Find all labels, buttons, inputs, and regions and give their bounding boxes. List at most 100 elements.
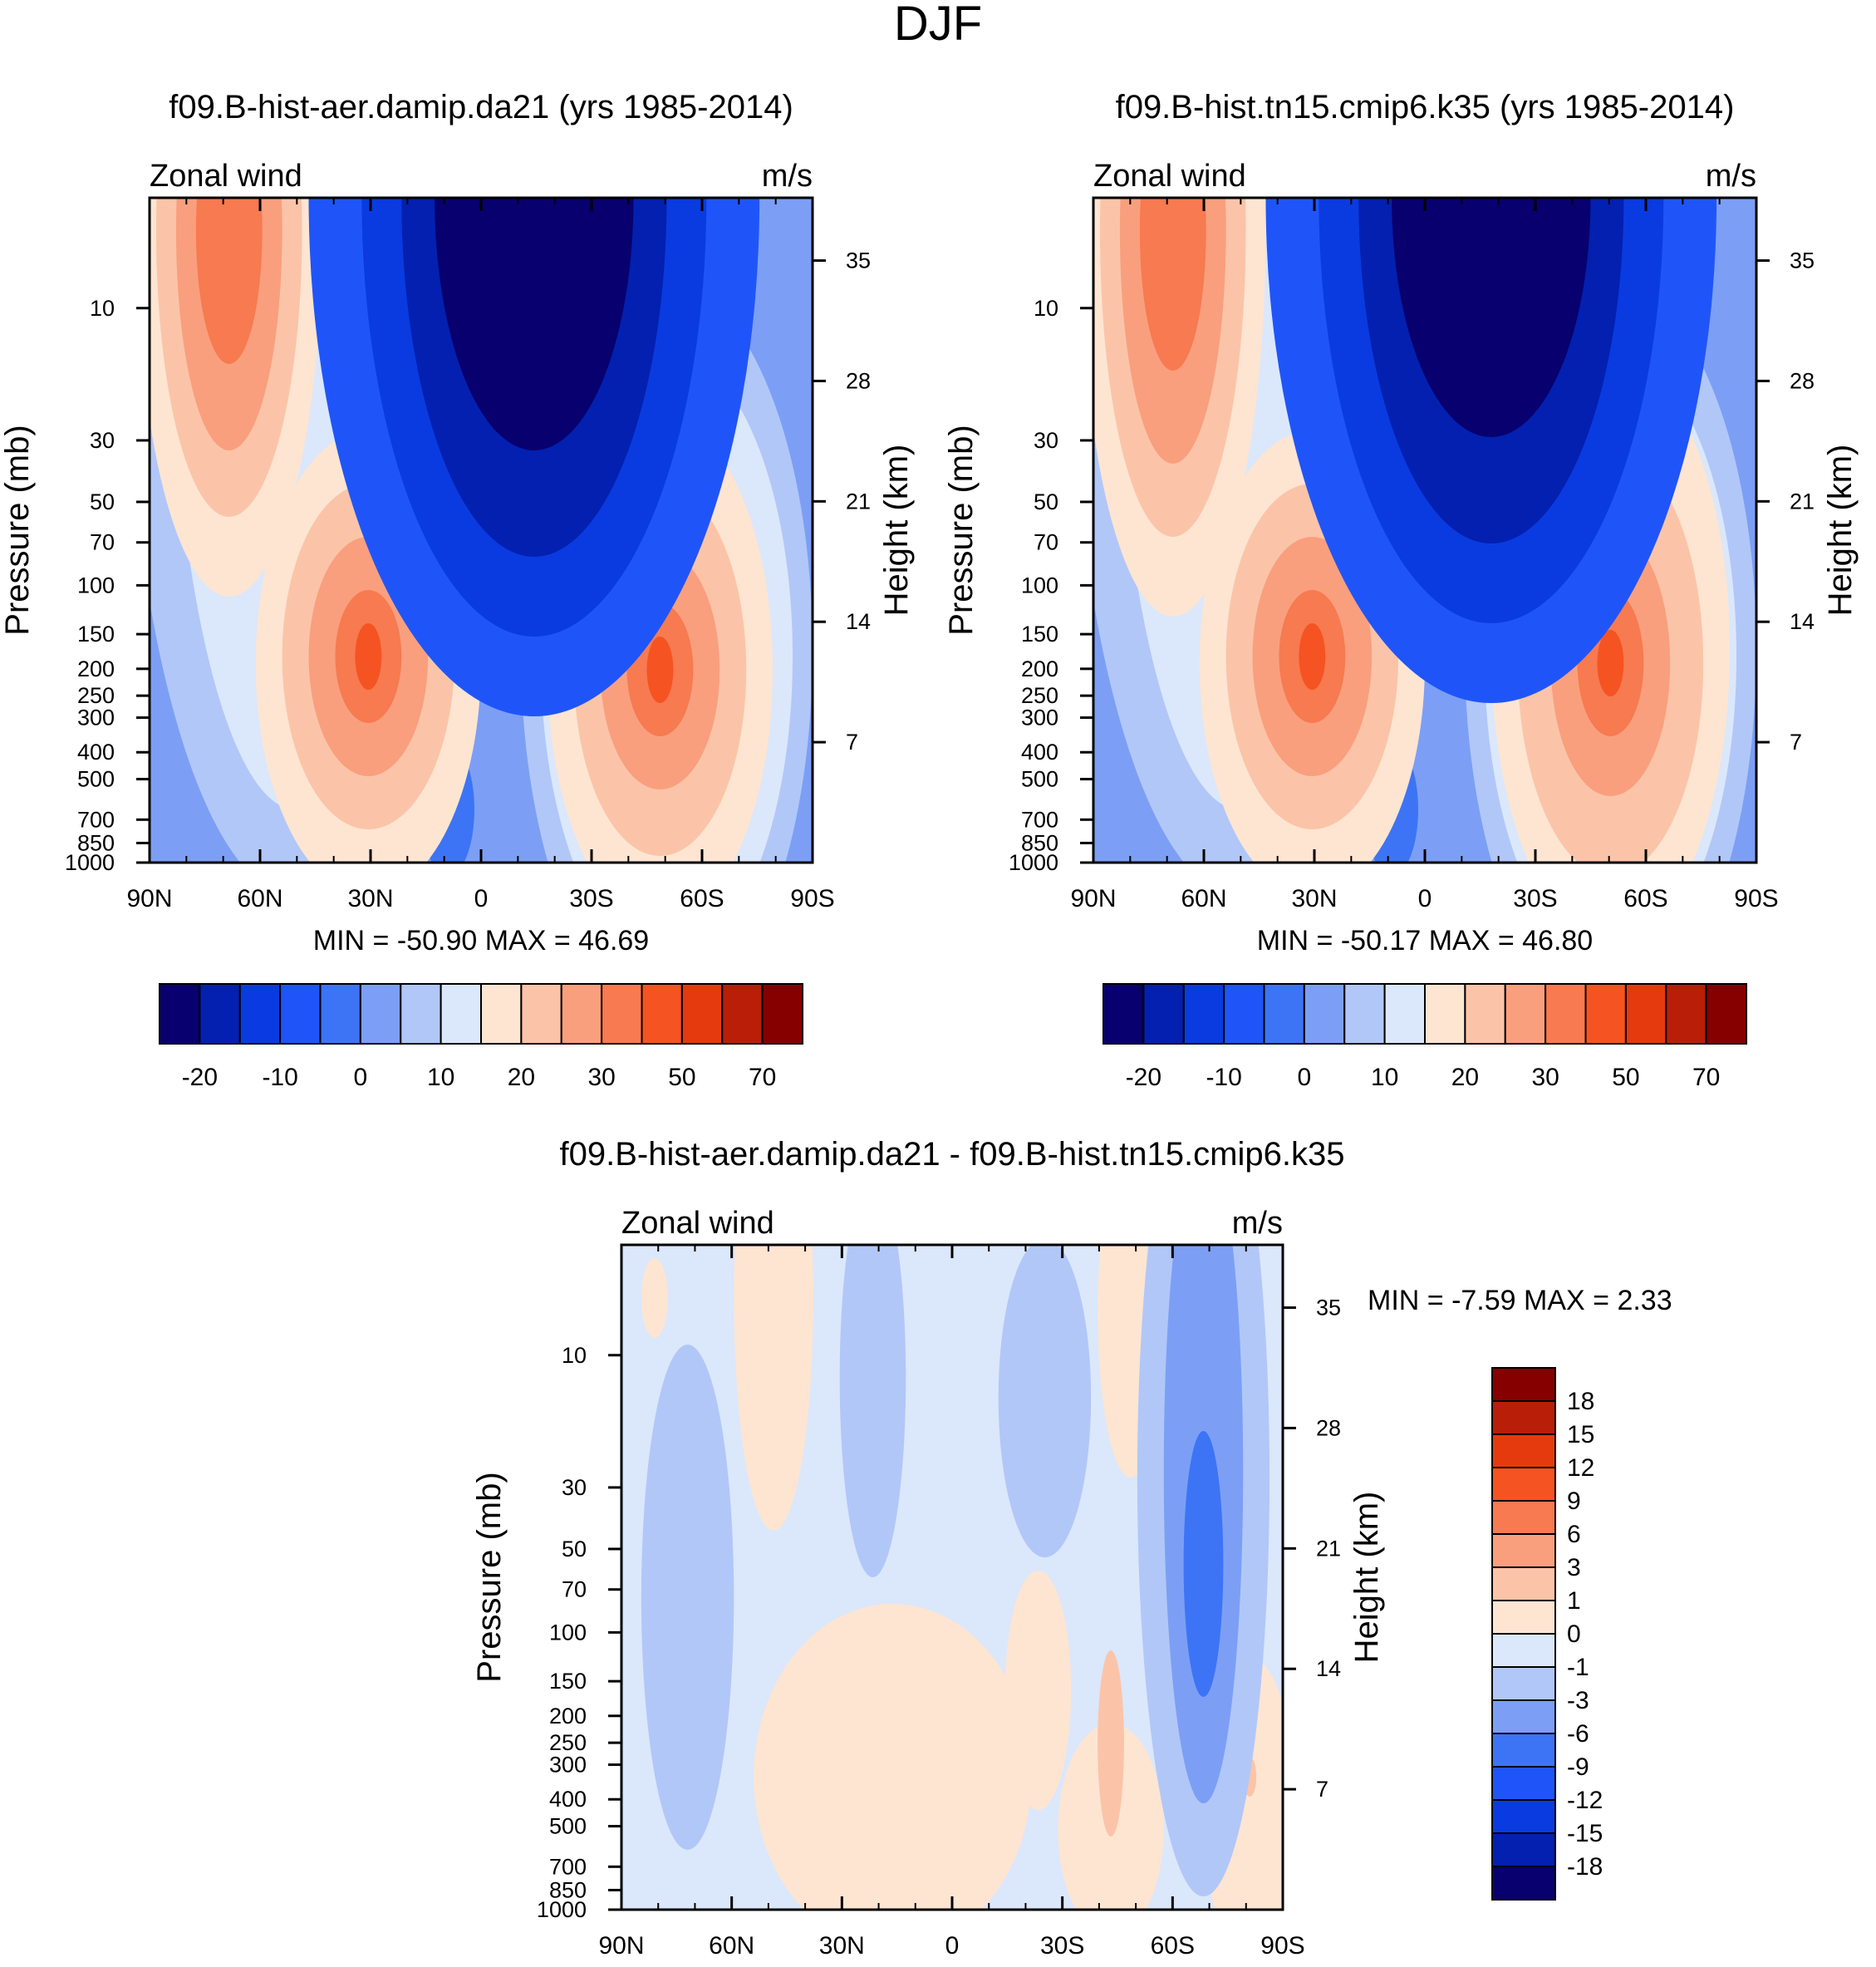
colorbar-box: [1303, 983, 1346, 1045]
colorbar-box: [1491, 1832, 1556, 1867]
colorbar-label: 30: [587, 1064, 615, 1091]
colorbar-label: 30: [1531, 1064, 1559, 1091]
contour-field: [150, 198, 813, 863]
y-tick-label: 200: [1021, 656, 1058, 681]
colorbar-box: [1705, 983, 1747, 1045]
y-tick-label: 100: [549, 1620, 587, 1645]
y-axis-title: Pressure (mb): [943, 425, 980, 635]
colorbar-box: [279, 983, 322, 1045]
colorbar-label: 70: [1692, 1064, 1720, 1091]
right-string: m/s: [762, 159, 813, 194]
figure-title: DJF: [894, 0, 982, 51]
x-tick-label: 60S: [680, 885, 724, 912]
colorbar-box: [1263, 983, 1305, 1045]
colorbar-label: 6: [1567, 1521, 1581, 1548]
x-tick-label: 60N: [237, 885, 282, 912]
y-tick-label: 200: [77, 656, 115, 681]
y-tick-label: 400: [77, 740, 115, 765]
y-tick-label: 10: [90, 296, 115, 321]
left-string: Zonal wind: [150, 159, 302, 194]
colorbar-label: 10: [1371, 1064, 1398, 1091]
y-tick-label: 100: [77, 573, 115, 597]
colorbar-box: [440, 983, 482, 1045]
contour-region: [355, 623, 382, 690]
contour-field: [621, 1245, 1283, 1910]
x-tick-label: 60N: [1181, 885, 1226, 912]
min-max-label: MIN = -50.90 MAX = 46.69: [313, 925, 649, 956]
colorbar-box: [1103, 983, 1145, 1045]
colorbar-box: [1504, 983, 1547, 1045]
colorbar-label: 20: [1451, 1064, 1479, 1091]
y-tick-label: 700: [1021, 807, 1058, 832]
colorbar-box: [1491, 1600, 1556, 1635]
colorbar-box: [400, 983, 442, 1045]
colorbar-label: 12: [1567, 1454, 1594, 1482]
y-tick-label: 400: [549, 1787, 587, 1812]
colorbar-box: [680, 983, 724, 1045]
y-tick-label: 700: [549, 1854, 587, 1879]
y-tick-label: 150: [549, 1669, 587, 1694]
right-string: m/s: [1232, 1206, 1283, 1241]
left-string: Zonal wind: [1093, 159, 1246, 194]
contour-region: [754, 1604, 1032, 1910]
contour-field: [1093, 198, 1756, 863]
colorbar-box: [1491, 1467, 1556, 1502]
upper-right-plot: f09.B-hist.tn15.cmip6.k35 (yrs 1985-2014…: [943, 89, 1859, 1091]
colorbar-label: -20: [182, 1064, 218, 1091]
y2-tick-label: 14: [1316, 1656, 1341, 1681]
y-tick-label: 10: [1034, 296, 1058, 321]
x-tick-label: 60S: [1623, 885, 1667, 912]
min-max-label: MIN = -7.59 MAX = 2.33: [1368, 1285, 1672, 1316]
y-tick-label: 850: [77, 830, 115, 855]
x-tick-label: 0: [945, 1932, 960, 1960]
contour-region: [1392, 198, 1591, 437]
left-string: Zonal wind: [621, 1206, 774, 1241]
min-max-label: MIN = -50.17 MAX = 46.80: [1257, 925, 1593, 956]
colorbar-label: 0: [1298, 1064, 1312, 1091]
colorbar-label: 0: [1567, 1620, 1581, 1648]
colorbar-label: 70: [749, 1064, 776, 1091]
colorbar-box: [1491, 1699, 1556, 1734]
x-tick-label: 30S: [1040, 1932, 1084, 1960]
colorbar-label: 50: [668, 1064, 695, 1091]
colorbar-box: [359, 983, 402, 1045]
x-tick-label: 30N: [819, 1932, 865, 1960]
y-tick-label: 150: [1021, 622, 1058, 647]
colorbar-box: [1491, 1666, 1556, 1701]
colorbar-box: [1223, 983, 1265, 1045]
y-tick-label: 850: [1021, 830, 1058, 855]
y-tick-label: 1000: [65, 850, 115, 875]
contour-region: [646, 637, 674, 703]
colorbar-label: -6: [1567, 1720, 1589, 1748]
colorbar-label: 20: [508, 1064, 535, 1091]
contour-region: [1098, 1650, 1124, 1837]
y-tick-label: 500: [549, 1814, 587, 1839]
colorbar-box: [1182, 983, 1225, 1045]
contour-region: [1597, 630, 1624, 696]
colorbar-label: 18: [1567, 1388, 1594, 1415]
colorbar-label: -10: [1206, 1064, 1241, 1091]
x-tick-label: 90S: [1734, 885, 1778, 912]
y-tick-label: 300: [77, 706, 115, 730]
colorbar-label: 15: [1567, 1421, 1594, 1448]
x-tick-label: 30S: [1513, 885, 1557, 912]
y-tick-label: 500: [1021, 767, 1058, 792]
y2-tick-label: 35: [846, 248, 871, 273]
y-tick-label: 1000: [1009, 850, 1058, 875]
x-tick-label: 30S: [569, 885, 613, 912]
x-tick-label: 60S: [1151, 1932, 1195, 1960]
y-axis-title: Pressure (mb): [0, 425, 36, 635]
colorbar-box: [1142, 983, 1185, 1045]
colorbar-box: [1665, 983, 1707, 1045]
colorbar-box: [1343, 983, 1386, 1045]
y-tick-label: 1000: [537, 1897, 587, 1922]
y2-tick-label: 14: [1790, 609, 1815, 634]
colorbar-label: 10: [427, 1064, 454, 1091]
colorbar-box: [761, 983, 803, 1045]
upper-left-plot: f09.B-hist-aer.damip.da21 (yrs 1985-2014…: [0, 89, 915, 1091]
contour-region: [1183, 1431, 1224, 1697]
colorbar-box: [238, 983, 282, 1045]
y-tick-label: 300: [549, 1753, 587, 1778]
y-tick-label: 30: [562, 1475, 587, 1500]
